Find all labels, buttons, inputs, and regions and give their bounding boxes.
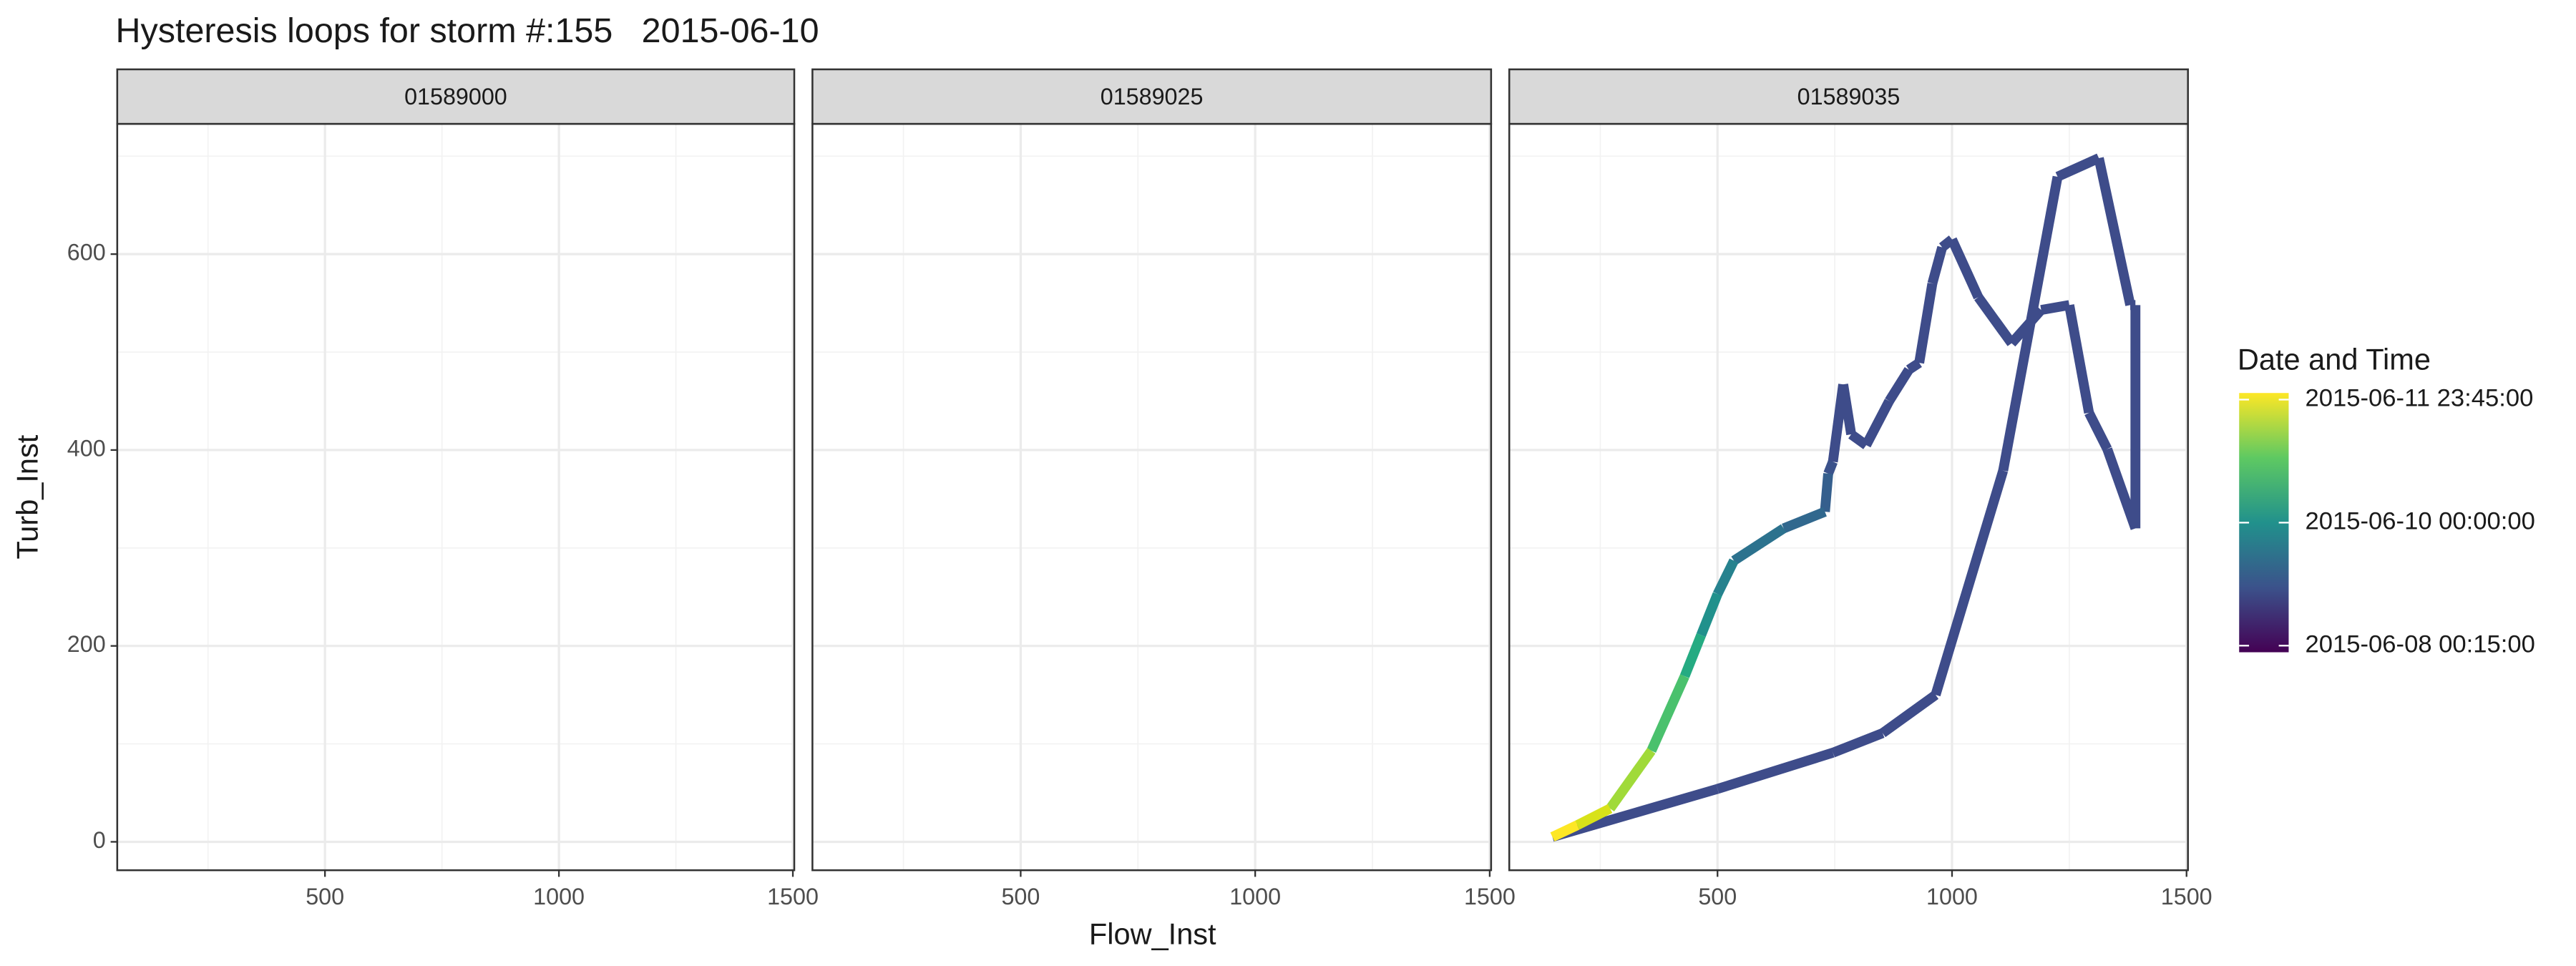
- colorbar-label: 2015-06-10 00:00:00: [2306, 508, 2535, 535]
- line-segment: [1731, 524, 1787, 565]
- line-segment: [1716, 748, 1835, 794]
- line-segment: [2102, 447, 2140, 530]
- line-segment: [1947, 237, 1984, 300]
- line-segment: [1550, 820, 1580, 841]
- facet-strip: [811, 68, 1493, 125]
- facet-label: 01589025: [1101, 84, 1204, 109]
- x-tick-label: 500: [306, 884, 344, 909]
- chart-title: Hysteresis loops for storm #:155 2015-06…: [116, 11, 819, 50]
- line-segment: [1861, 399, 1894, 448]
- facet-label: 01589035: [1797, 84, 1901, 109]
- line-segment: [1931, 469, 2009, 697]
- panel-background: [812, 124, 1491, 871]
- line-segment: [2094, 157, 2135, 306]
- x-tick-label: 1500: [767, 884, 819, 909]
- x-tick-label: 1500: [1464, 884, 1516, 909]
- y-tick-label: 200: [67, 631, 106, 657]
- line-segment: [1927, 245, 1947, 286]
- x-tick-label: 1000: [1229, 884, 1281, 909]
- colorbar-label: 2015-06-11 23:45:00: [2306, 385, 2534, 412]
- colorbar-label: 2015-06-08 00:15:00: [2306, 630, 2535, 658]
- line-segment: [1713, 558, 1739, 597]
- line-segment: [2055, 153, 2101, 182]
- facet-label: 01589000: [404, 84, 507, 109]
- line-segment: [1828, 384, 1848, 463]
- series-line: [1550, 153, 2141, 842]
- x-tick-label: 500: [1001, 884, 1040, 909]
- y-axis-title: Turb_Inst: [11, 434, 44, 559]
- line-segment: [2008, 306, 2045, 347]
- y-tick-label: 0: [93, 827, 106, 853]
- line-segment: [2064, 304, 2094, 414]
- line-segment: [2040, 300, 2071, 315]
- line-segment: [1914, 283, 1938, 364]
- x-tick-label: 500: [1698, 884, 1737, 909]
- line-segment: [1782, 507, 1827, 533]
- x-axis-title: Flow_Inst: [1089, 917, 1216, 950]
- line-segment: [1679, 633, 1706, 678]
- line-segment: [1575, 804, 1613, 830]
- line-segment: [1938, 235, 1956, 251]
- line-segment: [1906, 358, 1922, 374]
- x-tick-label: 1500: [2161, 884, 2212, 909]
- facet-strip: [1508, 68, 2189, 125]
- panel-background: [117, 124, 794, 871]
- x-tick-label: 1000: [533, 884, 585, 909]
- facet-strip: [116, 68, 796, 125]
- line-segment: [1974, 294, 2016, 346]
- legend-title: Date and Time: [2238, 342, 2431, 376]
- panel-background: [1509, 124, 2188, 871]
- line-segment: [1606, 748, 1656, 811]
- line-segment: [1646, 674, 1689, 753]
- line-segment: [1848, 430, 1870, 449]
- line-segment: [1879, 691, 1939, 738]
- line-segment: [1823, 459, 1838, 476]
- line-segment: [2084, 410, 2112, 452]
- line-segment: [1696, 592, 1722, 638]
- line-segment: [1820, 473, 1833, 512]
- y-tick-label: 600: [67, 240, 106, 265]
- line-segment: [1885, 366, 1913, 404]
- x-tick-label: 1000: [1926, 884, 1978, 909]
- line-segment: [1830, 728, 1885, 758]
- y-tick-label: 400: [67, 435, 106, 461]
